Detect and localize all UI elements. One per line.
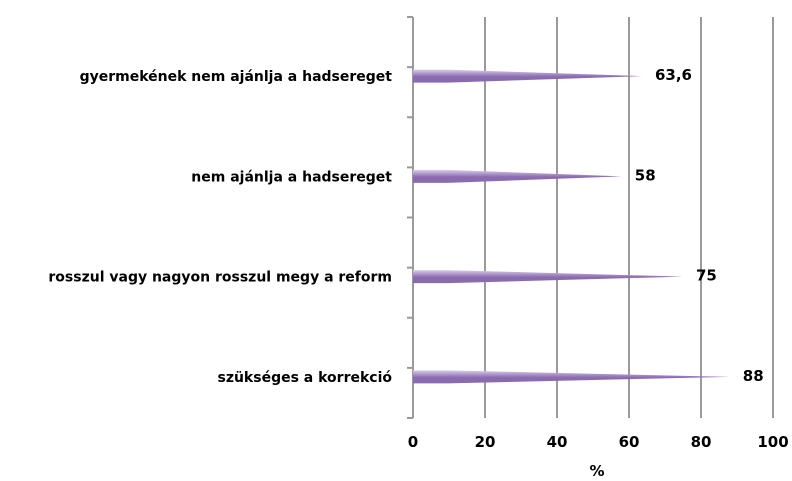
bars (413, 69, 730, 384)
bar-0 (413, 69, 642, 83)
data-label-3: 88 (743, 367, 764, 385)
labels: 0 20 40 60 80 100 gyermekének nem ajánlja a ha… (48, 66, 788, 451)
gridlines (407, 16, 774, 419)
x-tick-label-20: 20 (475, 433, 496, 451)
category-label-0: gyermekének nem ajánlja a hadsereget (80, 69, 393, 85)
category-label-3: szükséges a korrekció (217, 370, 392, 386)
x-tick-label-60: 60 (619, 433, 640, 451)
x-tick-label-0: 0 (408, 433, 418, 451)
x-tick-label-80: 80 (691, 433, 712, 451)
x-tick-label-100: 100 (757, 433, 788, 451)
bar-2 (413, 270, 683, 284)
data-label-0: 63,6 (655, 66, 692, 84)
category-label-1: nem ajánlja a hadsereget (191, 169, 392, 185)
data-label-2: 75 (696, 267, 717, 285)
data-label-1: 58 (635, 166, 656, 184)
category-label-2: rosszul vagy nagyon rosszul megy a refor… (48, 270, 392, 286)
x-tick-label-40: 40 (547, 433, 568, 451)
bar-1 (413, 169, 622, 183)
bar-3 (413, 370, 730, 384)
x-axis-title: % (589, 462, 604, 480)
